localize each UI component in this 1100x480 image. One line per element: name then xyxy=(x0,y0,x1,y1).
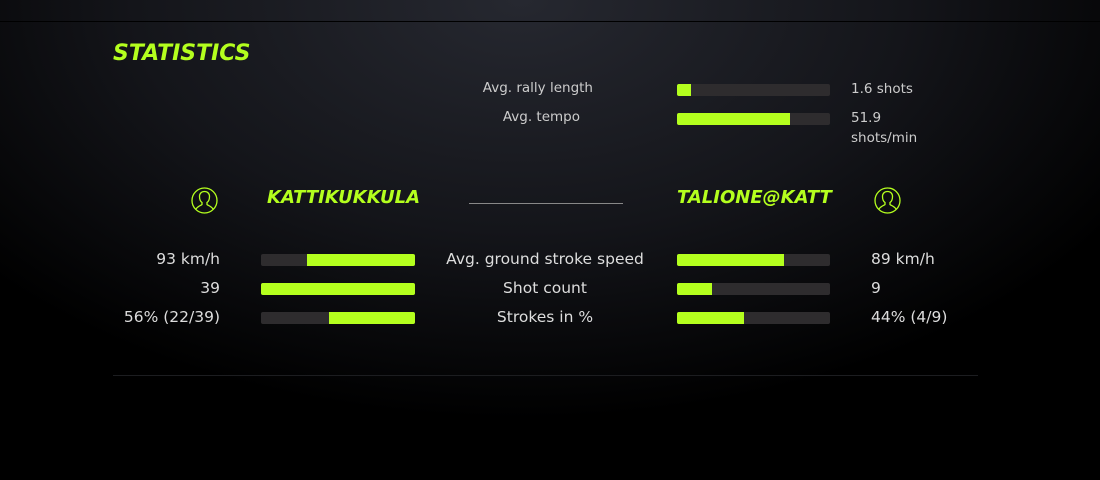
left-bar xyxy=(261,254,415,266)
right-bar-fill xyxy=(677,254,785,266)
right-bar xyxy=(677,312,830,324)
bottom-divider xyxy=(113,375,978,376)
left-bar xyxy=(261,312,415,324)
player-right-name: TALIONE@KATT xyxy=(677,187,832,208)
right-bar-fill xyxy=(677,283,713,295)
left-bar xyxy=(261,283,415,295)
tempo-bar-fill xyxy=(677,113,791,125)
tempo-value: 51.9 shots/min xyxy=(851,110,918,146)
right-value: 9 xyxy=(871,279,881,297)
right-bar xyxy=(677,254,830,266)
rally-label: Avg. rally length xyxy=(482,80,593,96)
user-icon xyxy=(874,187,901,214)
rally-bar-fill xyxy=(677,84,691,96)
rally-value: 1.6 shots xyxy=(851,81,913,97)
user-icon xyxy=(191,187,218,214)
left-value: 93 km/h xyxy=(156,250,220,268)
left-value: 39 xyxy=(200,279,220,297)
left-bar-fill xyxy=(328,312,415,324)
stat-label: Strokes in % xyxy=(496,308,594,326)
vs-divider xyxy=(469,203,623,204)
tempo-bar xyxy=(677,113,830,125)
left-bar-fill xyxy=(307,254,415,266)
top-divider xyxy=(0,21,1100,22)
right-value: 89 km/h xyxy=(871,250,935,268)
stat-label: Avg. ground stroke speed xyxy=(446,250,644,268)
right-bar-fill xyxy=(677,312,745,324)
right-value: 44% (4/9) xyxy=(871,308,948,326)
left-bar-fill xyxy=(261,283,415,295)
right-bar xyxy=(677,283,830,295)
tempo-label: Avg. tempo xyxy=(502,109,580,125)
player-left-name: KATTIKUKKULA xyxy=(267,187,421,208)
rally-bar xyxy=(677,84,830,96)
stat-label: Shot count xyxy=(503,279,587,297)
section-title: STATISTICS xyxy=(113,41,251,66)
left-value: 56% (22/39) xyxy=(123,308,220,326)
